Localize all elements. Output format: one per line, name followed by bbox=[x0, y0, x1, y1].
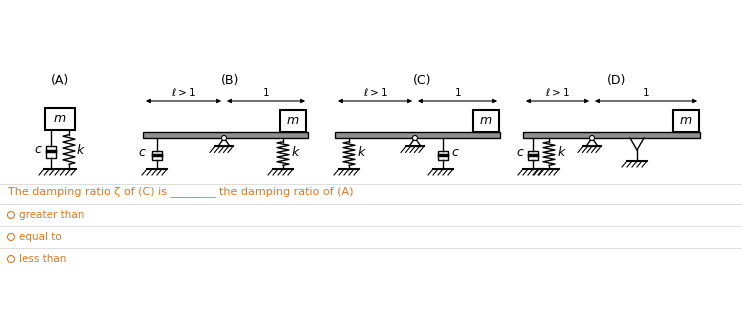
Bar bbox=[673, 110, 699, 132]
Bar bbox=[438, 151, 448, 160]
Circle shape bbox=[413, 135, 418, 140]
Bar bbox=[335, 132, 500, 138]
Text: (A): (A) bbox=[51, 74, 69, 87]
Text: (C): (C) bbox=[413, 74, 432, 87]
Bar bbox=[143, 132, 308, 138]
Bar bbox=[528, 151, 538, 160]
Text: less than: less than bbox=[19, 254, 66, 264]
Text: $m$: $m$ bbox=[286, 114, 300, 127]
Text: The damping ratio ζ of (C) is ________ the damping ratio of (A): The damping ratio ζ of (C) is ________ t… bbox=[8, 186, 353, 197]
Text: $c$: $c$ bbox=[34, 143, 43, 156]
Polygon shape bbox=[586, 138, 598, 146]
Text: $\ell > 1$: $\ell > 1$ bbox=[545, 86, 570, 98]
Bar bbox=[523, 132, 700, 138]
Text: $m$: $m$ bbox=[680, 114, 693, 127]
Text: $k$: $k$ bbox=[357, 145, 367, 159]
Text: $c$: $c$ bbox=[451, 146, 460, 158]
Circle shape bbox=[222, 135, 226, 140]
Text: greater than: greater than bbox=[19, 210, 85, 220]
Text: equal to: equal to bbox=[19, 232, 62, 242]
Text: $1$: $1$ bbox=[453, 86, 462, 98]
Text: $1$: $1$ bbox=[642, 86, 650, 98]
Text: $k$: $k$ bbox=[557, 145, 567, 159]
Text: $k$: $k$ bbox=[76, 143, 85, 157]
Text: $\ell > 1$: $\ell > 1$ bbox=[171, 86, 196, 98]
Polygon shape bbox=[218, 138, 230, 146]
Bar bbox=[280, 110, 306, 132]
Text: $1$: $1$ bbox=[262, 86, 270, 98]
Bar bbox=[45, 108, 75, 130]
Text: (B): (B) bbox=[221, 74, 240, 87]
Text: $k$: $k$ bbox=[291, 145, 301, 159]
Text: $c$: $c$ bbox=[516, 146, 525, 158]
Text: (D): (D) bbox=[607, 74, 626, 87]
Circle shape bbox=[589, 135, 594, 140]
Bar bbox=[152, 151, 162, 160]
Text: $\ell > 1$: $\ell > 1$ bbox=[363, 86, 387, 98]
Polygon shape bbox=[409, 138, 421, 146]
Bar bbox=[473, 110, 499, 132]
Text: $c$: $c$ bbox=[138, 146, 147, 158]
Text: $m$: $m$ bbox=[479, 114, 493, 127]
Bar bbox=[46, 146, 56, 158]
Text: $m$: $m$ bbox=[53, 113, 67, 126]
